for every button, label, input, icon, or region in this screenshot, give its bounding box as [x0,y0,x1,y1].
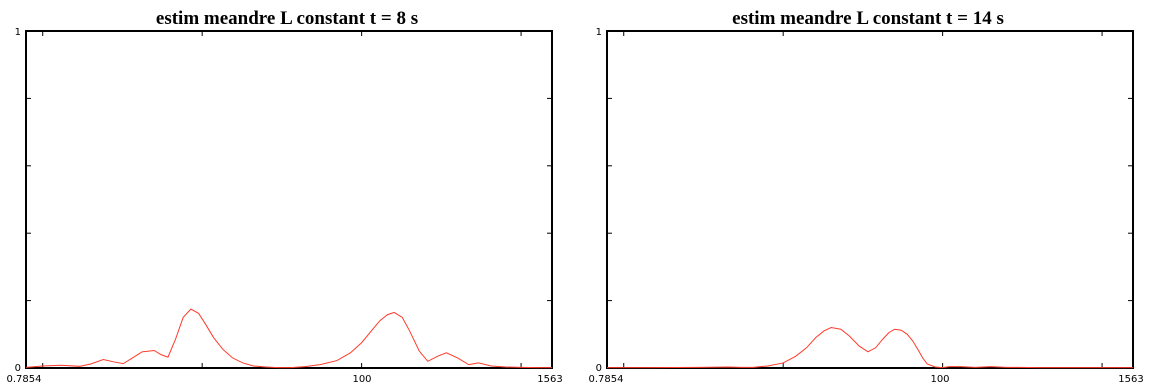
axis-ticks [607,31,1133,368]
x-tick-label-min: 0.7854 [7,374,42,385]
x-tick-label-min: 0.7854 [589,374,624,385]
x-tick-label-mid: 100 [352,374,371,385]
y-tick-label-min: 0 [15,363,21,374]
series-line [607,327,1133,369]
y-tick-label-max: 1 [596,27,602,38]
x-tick-label-mid: 100 [930,374,949,385]
series-line [25,308,552,369]
x-tick-label-max: 1563 [1118,374,1143,385]
chart-panel-t14: estim meandre L constant t = 14 s 1 0 0.… [589,8,1144,385]
chart-panel-t8: estim meandre L constant t = 8 s 1 0 0.7… [7,8,563,385]
x-tick-label-max: 1563 [537,374,562,385]
plot-frame [606,30,1134,369]
axis-ticks [26,31,552,368]
plot-frame [25,30,553,369]
y-tick-label-min: 0 [596,363,602,374]
chart-title: estim meandre L constant t = 8 s [156,8,418,29]
y-tick-label-max: 1 [15,27,21,38]
chart-title: estim meandre L constant t = 14 s [732,8,1004,29]
